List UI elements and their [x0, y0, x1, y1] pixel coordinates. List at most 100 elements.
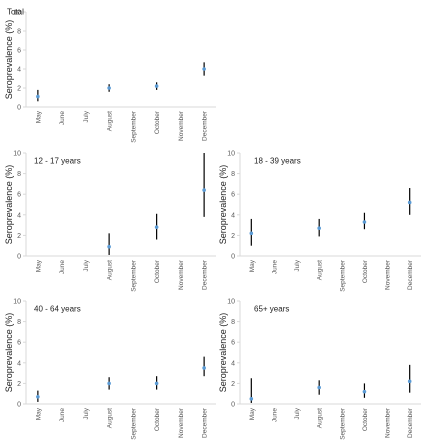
x-tick-label-may: May: [35, 259, 42, 272]
data-point-may: [249, 231, 254, 236]
x-tick-label-june: June: [271, 260, 278, 274]
x-tick-label-october: October: [154, 110, 161, 134]
x-tick-label-october: October: [154, 407, 161, 431]
chart-title: 18 - 39 years: [254, 157, 301, 166]
y-tick-label: 0: [17, 105, 21, 112]
y-tick-label: 6: [231, 192, 235, 199]
y-tick-label: 2: [231, 381, 235, 388]
chart-panel-2: 0 2 4 6 8 10 May June July August September October…: [4, 151, 216, 292]
x-tick-label-may: May: [249, 259, 256, 272]
data-point-december: [202, 188, 206, 192]
x-tick-label-july: July: [294, 407, 301, 419]
x-tick-label-august: August: [107, 111, 114, 131]
y-tick-label: 4: [231, 360, 235, 367]
data-point-may: [36, 94, 40, 99]
y-tick-label: 2: [17, 86, 21, 93]
y-tick-label: 4: [17, 360, 21, 367]
y-tick-label: 0: [231, 254, 235, 261]
x-tick-label-august: August: [107, 408, 114, 428]
y-tick-label: 6: [17, 192, 21, 199]
data-point-august: [317, 226, 321, 230]
y-tick-label: 10: [13, 299, 21, 306]
x-tick-label-december: December: [202, 407, 209, 438]
chart-panel-1: 0 2 4 6 8 10 May June July August September October…: [4, 8, 216, 143]
x-tick-label-july: July: [294, 259, 301, 271]
data-point-october: [154, 381, 159, 386]
x-tick-label-june: June: [59, 408, 66, 422]
data-point-december: [407, 379, 412, 384]
x-tick-label-june: June: [271, 408, 278, 422]
x-tick-label-september: September: [339, 259, 346, 292]
data-point-october: [154, 225, 159, 229]
x-tick-label-november: November: [178, 259, 185, 290]
x-tick-label-december: December: [202, 259, 209, 290]
y-tick-label: 6: [17, 48, 21, 55]
data-point-october: [362, 389, 367, 394]
data-point-october: [154, 84, 159, 88]
y-tick-label: 6: [231, 340, 235, 347]
y-tick-label: 10: [227, 299, 235, 306]
y-axis-title: Seroprevalence (%): [218, 313, 228, 393]
data-point-may: [36, 394, 40, 399]
y-tick-label: 4: [17, 212, 21, 219]
x-tick-label-october: October: [362, 407, 369, 431]
chart-panel-5: 0 2 4 6 8 10 May June July August September October…: [218, 299, 421, 440]
x-tick-label-september: September: [130, 259, 137, 292]
data-point-august: [317, 385, 321, 390]
x-tick-label-october: October: [154, 259, 161, 283]
y-tick-label: 8: [231, 319, 235, 326]
x-tick-label-september: September: [130, 110, 137, 143]
y-tick-label: 2: [231, 233, 235, 240]
x-tick-label-august: August: [107, 260, 114, 280]
y-tick-label: 8: [17, 319, 21, 326]
y-tick-label: 0: [17, 402, 21, 409]
x-tick-label-july: July: [83, 110, 90, 122]
x-tick-label-may: May: [249, 407, 256, 420]
x-tick-label-may: May: [35, 110, 42, 123]
y-tick-label: 2: [17, 233, 21, 240]
x-tick-label-november: November: [178, 110, 185, 141]
x-tick-label-november: November: [385, 407, 392, 438]
data-point-august: [107, 244, 111, 249]
y-axis-title: Seroprevalence (%): [4, 20, 14, 100]
y-tick-label: 0: [231, 402, 235, 409]
x-tick-label-june: June: [59, 111, 66, 125]
chart-panel-3: 0 2 4 6 8 10 May June July August September October…: [218, 151, 421, 292]
chart-title: 40 - 64 years: [34, 305, 81, 314]
data-point-october: [362, 220, 367, 224]
data-point-august: [107, 86, 111, 90]
x-tick-label-may: May: [35, 407, 42, 420]
x-tick-label-july: July: [83, 407, 90, 419]
x-tick-label-september: September: [130, 407, 137, 440]
x-tick-label-july: July: [83, 259, 90, 271]
y-tick-label: 8: [17, 171, 21, 178]
data-point-august: [107, 381, 111, 386]
chart-panel-4: 0 2 4 6 8 10 May June July August September October…: [4, 299, 216, 440]
data-point-december: [407, 200, 412, 205]
chart-title: Total: [7, 8, 24, 17]
y-tick-label: 0: [17, 254, 21, 261]
y-axis-title: Seroprevalence (%): [4, 313, 14, 393]
y-tick-label: 8: [17, 29, 21, 36]
x-tick-label-december: December: [407, 259, 414, 290]
y-tick-label: 10: [13, 10, 21, 17]
chart-title: 65+ years: [254, 305, 289, 314]
y-tick-label: 10: [227, 151, 235, 158]
x-tick-label-august: August: [317, 260, 324, 280]
y-tick-label: 6: [17, 340, 21, 347]
y-tick-label: 4: [17, 67, 21, 74]
x-tick-label-september: September: [339, 407, 346, 440]
x-tick-label-november: November: [385, 259, 392, 290]
data-point-december: [202, 366, 206, 370]
y-tick-label: 8: [231, 171, 235, 178]
data-point-december: [202, 67, 206, 71]
x-tick-label-november: November: [178, 407, 185, 438]
x-tick-label-december: December: [407, 407, 414, 438]
y-axis-title: Seroprevalence (%): [4, 165, 14, 245]
y-axis-title: Seroprevalence (%): [218, 165, 228, 245]
y-tick-label: 4: [231, 212, 235, 219]
y-tick-label: 10: [13, 151, 21, 158]
chart-title: 12 - 17 years: [34, 157, 81, 166]
